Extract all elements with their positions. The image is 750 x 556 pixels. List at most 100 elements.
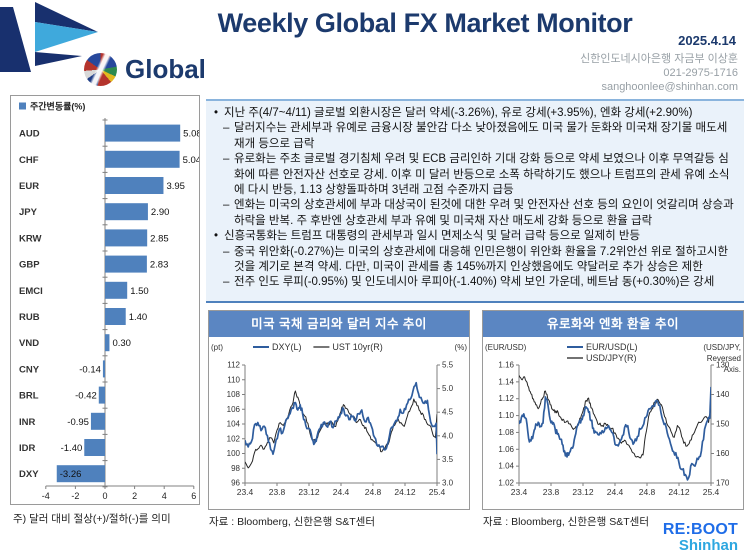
svg-text:2.83: 2.83	[150, 260, 169, 271]
svg-text:24.12: 24.12	[668, 487, 690, 497]
svg-text:Reversed: Reversed	[707, 354, 741, 363]
commentary-bullet: – 유로화는 주초 글로벌 경기침체 우려 및 ECB 금리인하 기대 강화 등으…	[223, 153, 730, 197]
svg-text:1.06: 1.06	[498, 445, 514, 454]
svg-text:1.12: 1.12	[498, 394, 514, 403]
svg-text:AUD: AUD	[19, 129, 40, 140]
svg-text:24.4: 24.4	[333, 487, 350, 497]
brand-label: Global	[125, 54, 206, 84]
contact-phone: 021-2975-1716	[663, 67, 738, 79]
svg-text:1.14: 1.14	[498, 377, 514, 386]
svg-text:VND: VND	[19, 338, 39, 349]
svg-text:150: 150	[716, 420, 730, 429]
bar-chart-canvas: 주간변동률(%) -4 -2 0 2 4 6 AUD 5.08 CHF 5.04 EUR 3.95 JPY…	[19, 101, 199, 501]
svg-text:1.02: 1.02	[498, 479, 514, 488]
shinhan-flag-logo-icon	[0, 2, 98, 72]
source-note-left: 자료 : Bloomberg, 신한은행 S&T센터	[209, 516, 375, 528]
svg-text:-0.14: -0.14	[79, 364, 101, 375]
svg-text:EMCI: EMCI	[19, 286, 43, 297]
svg-text:CHF: CHF	[19, 155, 39, 166]
svg-text:108: 108	[227, 390, 241, 399]
svg-text:1.16: 1.16	[498, 361, 514, 370]
svg-text:5.5: 5.5	[442, 361, 454, 370]
svg-text:1.50: 1.50	[130, 286, 149, 297]
svg-text:4: 4	[162, 491, 167, 501]
svg-text:96: 96	[231, 479, 240, 488]
svg-text:GBP: GBP	[19, 260, 40, 271]
svg-text:DXY(L): DXY(L)	[272, 342, 302, 352]
svg-text:EUR/USD(L): EUR/USD(L)	[586, 342, 638, 352]
svg-text:23.8: 23.8	[269, 487, 286, 497]
svg-text:2.85: 2.85	[150, 233, 169, 244]
svg-text:(pt): (pt)	[211, 343, 223, 352]
svg-text:170: 170	[716, 479, 730, 488]
svg-text:140: 140	[716, 390, 730, 399]
svg-text:IDR: IDR	[19, 443, 36, 454]
svg-text:1.04: 1.04	[498, 462, 514, 471]
svg-text:-1.40: -1.40	[61, 443, 83, 454]
brand: Global	[84, 53, 206, 86]
contact-name: 신한인도네시아은행 자금부 이상훈	[580, 53, 738, 65]
commentary-panel: • 지난 주(4/7~4/11) 글로벌 외환시장은 달러 약세(-3.26%),…	[206, 99, 744, 303]
source-note-right: 자료 : Bloomberg, 신한은행 S&T센터	[483, 516, 649, 528]
svg-text:24.8: 24.8	[365, 487, 382, 497]
svg-text:112: 112	[227, 361, 240, 370]
svg-text:DXY: DXY	[19, 469, 39, 480]
svg-text:CNY: CNY	[19, 364, 40, 375]
svg-text:6: 6	[191, 491, 196, 501]
svg-text:104: 104	[227, 420, 241, 429]
svg-text:-4: -4	[42, 491, 50, 501]
chart-title-eur-jpy: 유로화와 엔화 환율 추이	[483, 311, 743, 337]
svg-text:Axis.: Axis.	[724, 365, 741, 374]
commentary-bullet: • 신흥국통화는 트럼프 대통령의 관세부과 일시 면제소식 및 달러 급락 등으…	[214, 230, 641, 243]
line-chart-canvas-eurjpy: 1.02 1.04 1.06 1.08 1.10 1.12 1.14 1.16 (EUR/USD…	[485, 342, 741, 497]
svg-text:USD/JPY(R): USD/JPY(R)	[586, 353, 637, 363]
svg-text:23.4: 23.4	[511, 487, 528, 497]
svg-text:2.90: 2.90	[151, 207, 170, 218]
report-title: Weekly Global FX Market Monitor	[217, 8, 633, 38]
chart-eur-and-jpy: 유로화와 엔화 환율 추이 1.02 1.04 1.06 1.08 1.10 1.12 1.…	[482, 310, 744, 510]
commentary-bullet: – 엔화는 미국의 상호관세에 부과 대상국이 된것에 대한 우려 및 안전자산 …	[223, 199, 734, 227]
svg-text:1.08: 1.08	[498, 428, 514, 437]
shinhan-logo-text: Shinhan	[678, 537, 738, 554]
reboot-logo-text: RE:BOOT	[662, 521, 738, 538]
svg-text:BRL: BRL	[19, 391, 39, 402]
svg-text:160: 160	[716, 449, 730, 458]
svg-text:EUR: EUR	[19, 181, 39, 192]
svg-text:23.4: 23.4	[237, 487, 254, 497]
commentary-bullet: • 지난 주(4/7~4/11) 글로벌 외환시장은 달러 약세(-3.26%),…	[214, 107, 693, 119]
contact-info: 신한인도네시아은행 자금부 이상훈 021-2975-1716 sanghoon…	[580, 52, 738, 94]
svg-text:25.4: 25.4	[429, 487, 446, 497]
svg-text:5.08: 5.08	[183, 129, 199, 140]
svg-text:-0.95: -0.95	[67, 417, 89, 428]
svg-text:3.95: 3.95	[166, 181, 185, 192]
svg-text:RUB: RUB	[19, 312, 40, 323]
contact-email: sanghoonlee@shinhan.com	[601, 81, 738, 93]
svg-text:-2: -2	[71, 491, 79, 501]
chart-title-us-rates: 미국 국채 금리와 달러 지수 추이	[209, 311, 469, 337]
svg-text:98: 98	[231, 464, 240, 473]
svg-text:-0.42: -0.42	[75, 391, 97, 402]
svg-text:3.0: 3.0	[442, 479, 454, 488]
svg-text:23.8: 23.8	[543, 487, 560, 497]
svg-text:(USD/JPY,: (USD/JPY,	[703, 343, 741, 352]
svg-text:102: 102	[227, 434, 241, 443]
commentary-bullet: – 달러지수는 관세부과 유예로 금융시장 불안감 다소 낮아졌음에도 미국 물가…	[223, 122, 728, 150]
svg-text:(%): (%)	[455, 343, 468, 352]
svg-text:3.5: 3.5	[442, 455, 454, 464]
svg-text:-3.26: -3.26	[60, 469, 82, 480]
chart-us-rates-and-dxy: 미국 국채 금리와 달러 지수 추이 96 98 100 102 104 106 108 11…	[208, 310, 470, 510]
svg-text:100: 100	[227, 449, 241, 458]
svg-text:110: 110	[227, 375, 240, 384]
commentary-bullet: – 중국 위안화(-0.27%)는 미국의 상호관세에 대응해 인민은행이 위안화…	[223, 245, 729, 274]
svg-text:24.4: 24.4	[607, 487, 624, 497]
svg-text:5.0: 5.0	[442, 384, 454, 393]
line-chart-canvas-dxy: 96 98 100 102 104 106 108 110 112 (pt) 3.0 3.5 4.0 4.…	[211, 342, 468, 497]
commentary-bullet: – 전주 인도 루피(-0.95%) 및 인도네시아 루피아(-1.40%) 약세…	[223, 276, 715, 289]
svg-text:1.10: 1.10	[498, 411, 514, 420]
svg-text:130: 130	[716, 361, 730, 370]
report-date: 2025.4.14	[678, 33, 736, 48]
svg-text:24.12: 24.12	[394, 487, 416, 497]
svg-text:2: 2	[132, 491, 137, 501]
svg-text:주간변동률(%): 주간변동률(%)	[30, 101, 85, 112]
